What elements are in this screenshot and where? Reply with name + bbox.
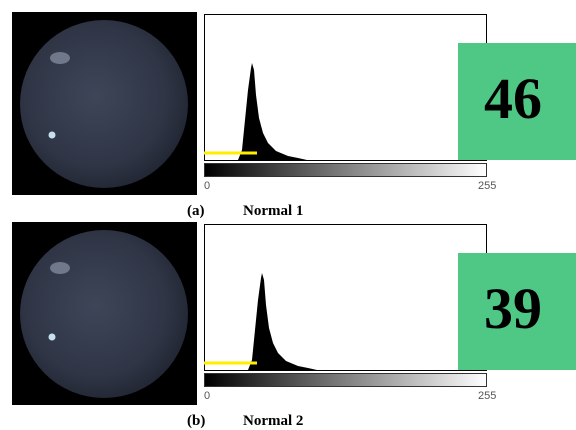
endoscope-view [20, 230, 188, 398]
histogram [238, 63, 307, 160]
highlight [48, 131, 56, 139]
panel: 0 255 46 (a) Normal 1 [12, 12, 576, 219]
highlight [48, 333, 56, 341]
caption-label: (b) [187, 413, 205, 429]
score: 39 [484, 276, 542, 341]
highlight [50, 262, 70, 274]
gradient-bar [204, 373, 487, 387]
score-box [458, 253, 576, 370]
score: 46 [484, 66, 542, 131]
histogram [248, 273, 317, 370]
axis-min: 0 [204, 390, 210, 402]
caption-name: Normal 2 [243, 413, 303, 429]
histogram-box [204, 224, 487, 371]
axis-min: 0 [204, 180, 210, 192]
score-box [458, 43, 576, 160]
caption-label: (a) [187, 203, 205, 219]
highlight [50, 52, 70, 64]
endoscope-view [20, 20, 188, 188]
axis-max: 255 [478, 180, 496, 192]
caption-name: Normal 1 [243, 203, 303, 219]
axis-max: 255 [478, 390, 496, 402]
gradient-bar [204, 163, 487, 177]
panel: 0 255 39 (b) Normal 2 [12, 222, 576, 429]
